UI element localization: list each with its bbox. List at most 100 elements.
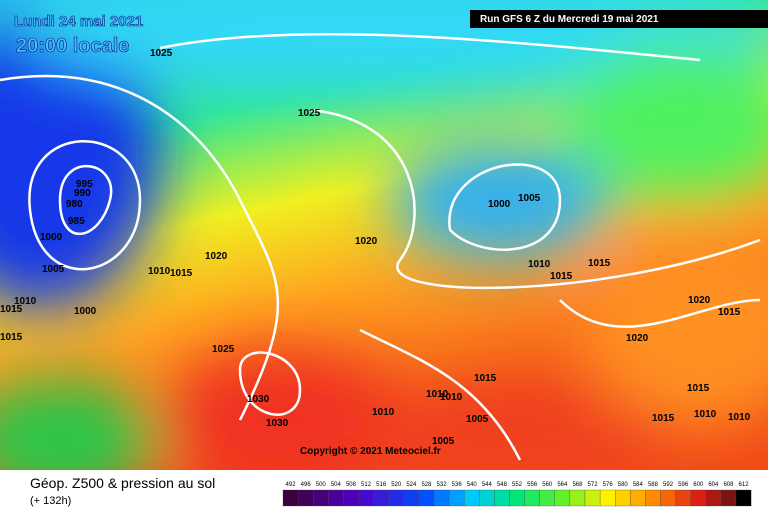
scale-swatch	[494, 489, 510, 507]
scale-swatch	[373, 489, 389, 507]
isobar-label: 1015	[170, 268, 193, 279]
scale-swatch	[705, 489, 722, 507]
scale-swatch	[388, 489, 404, 507]
isobar-label: 1020	[355, 236, 378, 247]
isobar-label: 1015	[652, 413, 675, 424]
isobar-label: 1005	[466, 414, 489, 425]
scale-swatch	[615, 489, 631, 507]
scale-swatch	[660, 489, 676, 507]
scale-swatch	[735, 489, 752, 507]
isobar-label: 1010	[148, 266, 171, 277]
scale-label: 508	[346, 482, 357, 488]
date: Lundi 24 mai 2021	[14, 13, 143, 30]
isobar-label: 1000	[488, 199, 511, 210]
scale-swatch	[584, 489, 601, 507]
isobar-label: 1030	[266, 418, 289, 429]
scale-label: 552	[512, 482, 523, 488]
scale-label: 516	[376, 482, 387, 488]
scale-label: 600	[693, 482, 704, 488]
scale-label: 540	[467, 482, 478, 488]
isobar-label: 1010	[528, 259, 551, 270]
time: 20:00 locale	[16, 35, 129, 57]
scale-label: 512	[361, 482, 372, 488]
isobar-label: 1020	[626, 333, 649, 344]
scale-swatch	[297, 489, 314, 507]
isobar-labels: 1025102599599098098510001005101010151015…	[0, 48, 751, 447]
scale-label: 544	[482, 482, 493, 488]
scale-label: 608	[723, 482, 734, 488]
isobar-label: 1005	[432, 436, 455, 447]
scale-label: 560	[542, 482, 553, 488]
isobar-label: 1015	[474, 373, 497, 384]
scale-label: 520	[391, 482, 402, 488]
scale-swatch	[328, 489, 344, 507]
scale-label: 568	[572, 482, 583, 488]
scale-label: 584	[633, 482, 644, 488]
scale-swatch	[569, 489, 586, 507]
scale-label: 492	[286, 482, 297, 488]
isobar-label: 1010	[728, 412, 751, 423]
isobar-label: 1020	[688, 295, 711, 306]
isobar-label: 995	[76, 179, 93, 190]
scale-swatch	[524, 489, 540, 507]
scale-swatch	[418, 489, 435, 507]
isobar-label: 985	[68, 216, 85, 227]
isobar-label: 1015	[0, 332, 23, 343]
isobar-label: 1025	[212, 344, 235, 355]
scale-label: 576	[603, 482, 614, 488]
isobar-label: 1010	[372, 407, 395, 418]
isobar-label: 1005	[518, 193, 541, 204]
scale-label: 548	[497, 482, 508, 488]
isobar-label: 1010	[14, 296, 37, 307]
scale-label: 596	[678, 482, 689, 488]
isobar-label: 1005	[42, 264, 65, 275]
isobar-label: 1010	[426, 389, 449, 400]
scale-swatch	[479, 489, 495, 507]
scale-label: 580	[618, 482, 629, 488]
scale-label: 592	[663, 482, 674, 488]
scale-label: 536	[452, 482, 463, 488]
scale-swatch	[282, 489, 299, 507]
scale-swatch	[343, 489, 359, 507]
scale-swatch	[539, 489, 555, 507]
isobar-label: 1015	[550, 271, 573, 282]
scale-label: 556	[527, 482, 538, 488]
color-scale: 492 496 500 504 508 512 516 520 524 528 532 536 540 5…	[282, 482, 752, 507]
run-banner	[470, 10, 768, 28]
scale-swatch	[448, 489, 465, 507]
scale-swatch	[720, 489, 737, 507]
isobar-label: 990	[74, 188, 91, 199]
field	[0, 0, 768, 500]
scale-label: 564	[557, 482, 568, 488]
run-info: Run GFS 6 Z du Mercredi 19 mai 2021	[480, 14, 659, 25]
isobar-label: 1010	[694, 409, 717, 420]
isobar-label: 1015	[0, 304, 23, 315]
scale-swatch	[358, 489, 374, 507]
scale-label: 588	[648, 482, 659, 488]
isobar-label: 1010	[440, 392, 463, 403]
scale-swatch	[645, 489, 661, 507]
scale-swatch	[433, 489, 450, 507]
footer-title: Géop. Z500 & pression au sol	[30, 475, 215, 491]
isobar-label: 1025	[150, 48, 173, 59]
scale-label: 604	[708, 482, 719, 488]
isobar-label: 1015	[718, 307, 741, 318]
scale-swatch	[599, 489, 616, 507]
footer-lead: (+ 132h)	[30, 495, 71, 507]
scale-label: 612	[739, 482, 750, 488]
scale-label: 528	[421, 482, 432, 488]
scale-swatch	[509, 489, 525, 507]
isobar-label: 1000	[40, 232, 63, 243]
scale-label: 496	[301, 482, 312, 488]
isobar-label: 1030	[247, 394, 270, 405]
scale-label: 524	[406, 482, 417, 488]
scale-swatch	[630, 489, 646, 507]
isobar-label: 1015	[687, 383, 710, 394]
scale-label: 572	[588, 482, 599, 488]
isobar-label: 1000	[74, 306, 97, 317]
scale-swatch	[690, 489, 706, 507]
scale-swatch	[675, 489, 691, 507]
isobar-label: 1025	[298, 108, 321, 119]
scale-swatch	[313, 489, 329, 507]
